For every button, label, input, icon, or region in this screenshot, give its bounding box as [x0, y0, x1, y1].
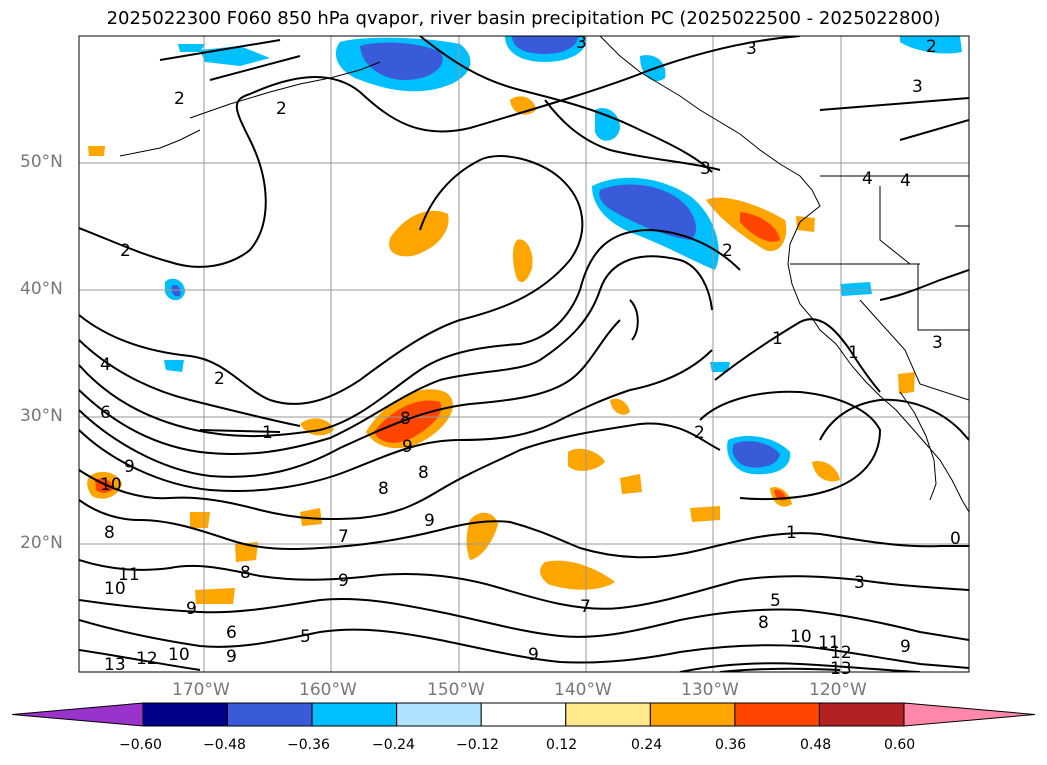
colorbar-tick-label: −0.60 [119, 737, 162, 753]
contour-label: 1 [262, 423, 273, 443]
lat-label: 20°N [20, 533, 63, 553]
lon-label: 160°W [299, 680, 357, 700]
colorbar-segment [311, 702, 398, 727]
contour-label: 3 [854, 573, 865, 593]
lat-label: 30°N [20, 406, 63, 426]
colorbar-tick-label: 0.36 [715, 737, 747, 753]
contour-label: 10 [104, 579, 126, 599]
contour-label: 9 [124, 457, 135, 477]
colorbar-segment [480, 702, 567, 727]
contour-label: 11 [118, 565, 140, 585]
contour-label: 5 [300, 627, 311, 647]
contour-label: 2 [276, 99, 287, 119]
plot-frame [78, 35, 970, 673]
contour-label: 10 [790, 627, 812, 647]
contour-label: 1 [848, 343, 859, 363]
coastlines [119, 36, 969, 513]
colorbar-tick-label: −0.24 [372, 737, 415, 753]
contour-label: 9 [186, 599, 197, 619]
contour-label: 3 [576, 33, 587, 53]
contour-label: 8 [418, 463, 429, 483]
contour-label: 7 [580, 597, 591, 617]
colorbar-segment [649, 702, 736, 727]
contour-label: 9 [226, 647, 237, 667]
lon-label: 150°W [427, 680, 485, 700]
colorbar-tick-label: 0.24 [631, 737, 663, 753]
colorbar-tick-label: −0.36 [287, 737, 330, 753]
contour-label: 6 [226, 623, 237, 643]
contour-label: 1 [772, 329, 783, 349]
lon-label: 130°W [681, 680, 739, 700]
contour-label: 12 [136, 649, 158, 669]
contour-label: 5 [770, 591, 781, 611]
colorbar-segment [818, 702, 905, 727]
lat-label: 50°N [20, 152, 63, 172]
contour-label: 3 [912, 77, 923, 97]
contour-label: 0 [950, 529, 961, 549]
contour-label: 2 [722, 241, 733, 261]
lon-label: 170°W [172, 680, 230, 700]
contour-label: 9 [424, 511, 435, 531]
contour-label: 8 [104, 523, 115, 543]
contour-label: 11 [818, 633, 840, 653]
lon-label: 120°W [809, 680, 867, 700]
contour-label: 2 [694, 423, 705, 443]
contour-label: 6 [100, 403, 111, 423]
contour-label: 3 [746, 39, 757, 59]
colorbar-segment [227, 702, 313, 727]
contour-label: 2 [120, 241, 131, 261]
contour-label: 4 [100, 355, 111, 375]
contour-label: 8 [758, 613, 769, 633]
colorbar-tick-label: 0.12 [546, 737, 578, 753]
contour-label: 9 [402, 437, 413, 457]
contour-label: 12 [830, 643, 852, 663]
contour-label: 4 [900, 171, 911, 191]
contour-label: 13 [830, 659, 852, 679]
contour-label: 1 [786, 523, 797, 543]
contour-label: 7 [338, 527, 349, 547]
map-title: 2025022300 F060 850 hPa qvapor, river ba… [106, 8, 941, 29]
colorbar-segment [565, 702, 651, 727]
contour-label: 9 [338, 571, 349, 591]
contour-label: 8 [400, 409, 411, 429]
qvapor-contours [79, 36, 969, 672]
lat-label: 40°N [20, 279, 63, 299]
graticule [79, 36, 969, 672]
colorbar-extend-min [11, 702, 144, 727]
contour-label: 2 [214, 369, 225, 389]
contour-label-group: 3 3 3 2 3 2 2 2 3 4 4 2 1 2 4 6 1 9 8 9 … [100, 33, 961, 679]
contour-label: 13 [104, 655, 126, 675]
colorbar-tick-label: −0.12 [456, 737, 499, 753]
contour-label: 10 [100, 475, 122, 495]
colorbar-segment [396, 702, 482, 727]
lon-label: 140°W [554, 680, 612, 700]
colorbar-segment [142, 702, 229, 727]
colorbar-tick-label: 0.48 [800, 737, 832, 753]
contour-label: 3 [932, 333, 943, 353]
contour-label: 8 [240, 563, 251, 583]
contour-label: 2 [926, 37, 937, 57]
colorbar-segment [734, 702, 820, 727]
colorbar-tick-label: −0.48 [203, 737, 246, 753]
colorbar [11, 702, 1036, 727]
contour-label: 2 [174, 89, 185, 109]
contour-label: 8 [378, 479, 389, 499]
contour-label: 4 [862, 169, 873, 189]
contour-label: 9 [528, 645, 539, 665]
colorbar-tick-label: 0.60 [884, 737, 916, 753]
contour-label: 9 [900, 637, 911, 657]
contour-label: 3 [700, 159, 711, 179]
colorbar-extend-max [903, 702, 1036, 727]
contour-label: 10 [168, 645, 190, 665]
